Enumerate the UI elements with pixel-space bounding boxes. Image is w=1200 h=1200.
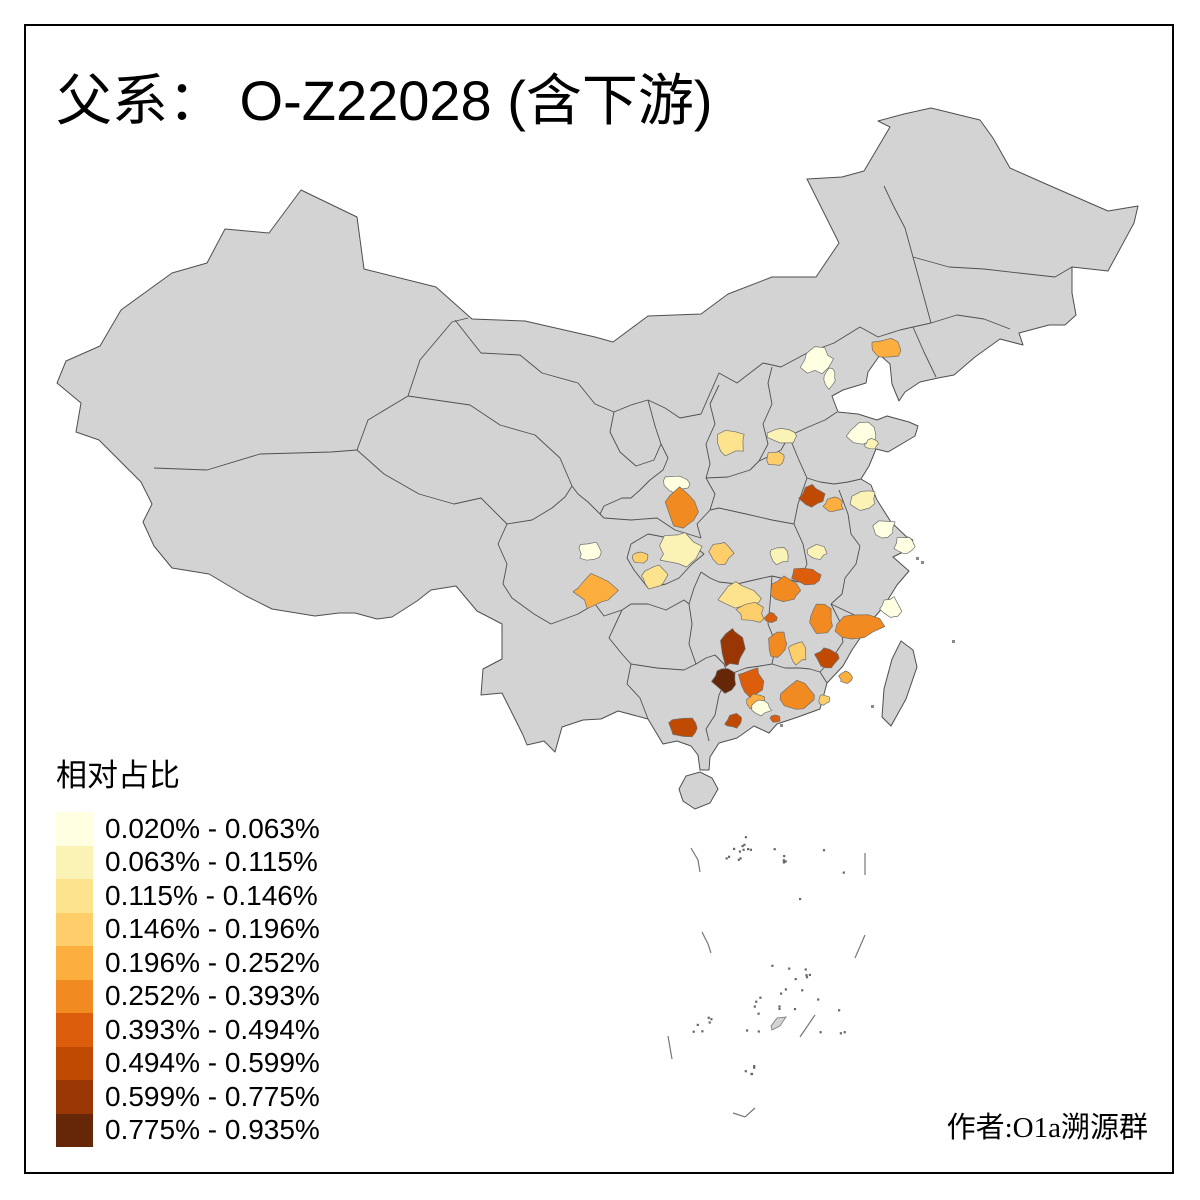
legend-swatch xyxy=(56,845,93,879)
choropleth-patch xyxy=(716,429,745,457)
choropleth-patch xyxy=(818,694,831,706)
legend-label: 0.494% - 0.599% xyxy=(105,1047,320,1079)
legend-item: 0.196% - 0.252% xyxy=(56,946,320,980)
choropleth-patch xyxy=(769,714,781,723)
choropleth-patch xyxy=(572,573,619,609)
legend-item: 0.494% - 0.599% xyxy=(56,1046,320,1080)
choropleth-patch xyxy=(738,667,765,698)
choropleth-patch xyxy=(799,346,834,375)
legend-item: 0.599% - 0.775% xyxy=(56,1080,320,1114)
legend-label: 0.020% - 0.063% xyxy=(105,812,320,844)
choropleth-patch xyxy=(578,541,602,561)
choropleth-patch xyxy=(764,611,778,623)
legend-item: 0.393% - 0.494% xyxy=(56,1013,320,1047)
choropleth-patch xyxy=(724,713,742,729)
choropleth-patch xyxy=(768,631,788,658)
legend-swatch xyxy=(56,1013,93,1047)
choropleth-patch xyxy=(751,699,772,717)
choropleth-patch xyxy=(779,679,815,710)
page-title: 父系： O-Z22028 (含下游) xyxy=(56,56,713,137)
legend-swatch xyxy=(56,1046,93,1080)
legend-swatch xyxy=(56,912,93,946)
choropleth-patch xyxy=(766,451,785,466)
choropleth-patch xyxy=(735,601,765,623)
choropleth-patch xyxy=(834,614,886,640)
choropleth-patch xyxy=(798,484,826,508)
legend-swatch xyxy=(56,946,93,980)
choropleth-patch xyxy=(806,544,828,561)
choropleth-patch xyxy=(809,603,833,634)
choropleth-patch xyxy=(872,520,896,539)
choropleth-patch xyxy=(822,496,844,513)
choropleth-patch xyxy=(720,628,746,667)
legend-item: 0.115% - 0.146% xyxy=(56,879,320,913)
legend-rows: 0.020% - 0.063% 0.063% - 0.115% 0.115% - 0… xyxy=(56,812,320,1147)
choropleth-patch xyxy=(668,717,698,738)
map-legend: 相对占比 0.020% - 0.063% 0.063% - 0.115% 0.115… xyxy=(56,750,320,1147)
legend-swatch xyxy=(56,812,93,846)
choropleth-patch xyxy=(769,547,789,566)
choropleth-patch xyxy=(823,367,836,390)
legend-item: 0.775% - 0.935% xyxy=(56,1113,320,1147)
choropleth-patch xyxy=(708,542,735,565)
choropleth-patch xyxy=(711,668,736,694)
legend-label: 0.146% - 0.196% xyxy=(105,913,320,945)
legend-swatch xyxy=(56,1113,93,1147)
legend-label: 0.115% - 0.146% xyxy=(105,879,318,911)
choropleth-patch xyxy=(849,490,876,511)
choropleth-patch xyxy=(631,551,649,564)
legend-label: 0.775% - 0.935% xyxy=(105,1114,320,1146)
legend-label: 0.196% - 0.252% xyxy=(105,946,320,978)
choropleth-patch xyxy=(863,438,879,450)
legend-title: 相对占比 xyxy=(56,758,180,793)
title-prefix: 父系： xyxy=(56,71,224,133)
choropleth-patch xyxy=(893,537,916,555)
choropleth-patch xyxy=(791,567,822,586)
choropleth-patch xyxy=(766,428,797,444)
legend-item: 0.063% - 0.115% xyxy=(56,845,320,879)
legend-swatch xyxy=(56,979,93,1013)
legend-item: 0.146% - 0.196% xyxy=(56,912,320,946)
choropleth-patch xyxy=(814,647,840,669)
legend-label: 0.393% - 0.494% xyxy=(105,1013,320,1045)
author-credit: 作者:O1a溯源群 xyxy=(946,1112,1148,1144)
choropleth-patch xyxy=(641,564,669,590)
choropleth-patch xyxy=(664,486,699,529)
choropleth-patch xyxy=(770,575,802,603)
choropleth-patch xyxy=(663,475,691,493)
choropleth-patch xyxy=(871,337,902,358)
choropleth-patch xyxy=(838,670,853,684)
legend-item: 0.252% - 0.393% xyxy=(56,979,320,1013)
legend-swatch xyxy=(56,879,93,913)
choropleth-patch xyxy=(659,532,703,568)
title-main: O-Z22028 (含下游) xyxy=(224,69,713,132)
legend-label: 0.063% - 0.115% xyxy=(105,846,318,878)
legend-item: 0.020% - 0.063% xyxy=(56,812,320,846)
legend-label: 0.252% - 0.393% xyxy=(105,980,320,1012)
legend-label: 0.599% - 0.775% xyxy=(105,1080,320,1112)
choropleth-patch xyxy=(788,641,807,666)
choropleth-patch xyxy=(879,596,903,618)
legend-swatch xyxy=(56,1080,93,1114)
